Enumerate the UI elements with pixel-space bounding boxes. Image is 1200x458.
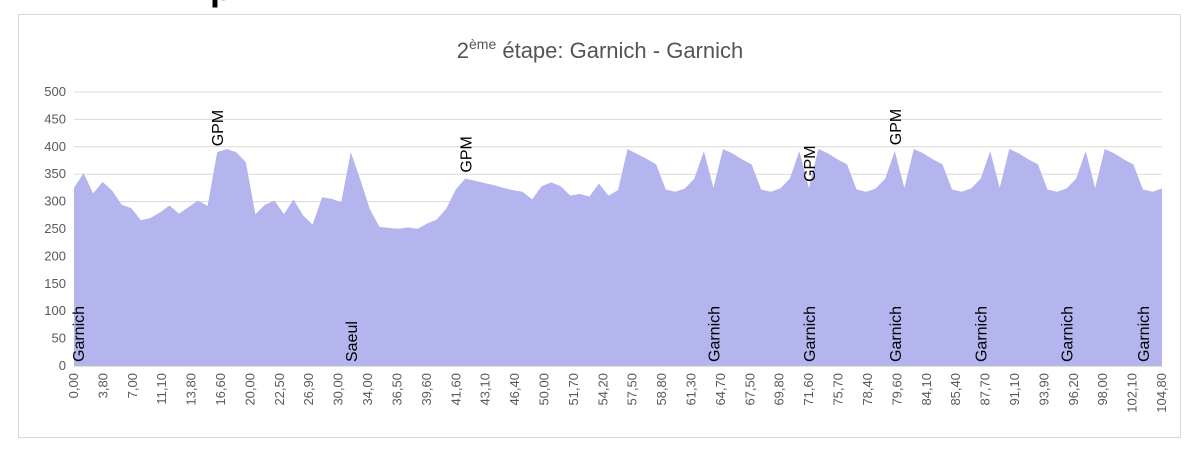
- chart-title-rest: étape: Garnich - Garnich: [496, 38, 743, 63]
- town-label: Garnich: [802, 306, 819, 362]
- x-tick-label: 51,70: [566, 373, 581, 406]
- x-tick-label: 0,00: [66, 373, 81, 398]
- x-tick-label: 43,10: [478, 373, 493, 406]
- y-tick-label: 50: [52, 331, 66, 346]
- x-tick-label: 69,80: [772, 373, 787, 406]
- y-tick-label: 0: [59, 358, 66, 373]
- x-tick-label: 96,20: [1066, 373, 1081, 406]
- x-tick-label: 54,20: [595, 373, 610, 406]
- y-axis: 0 50 100 150 200 250 300 350 400 450 500: [44, 84, 66, 373]
- x-tick-label: 3,80: [95, 373, 110, 398]
- y-tick-label: 300: [44, 194, 66, 209]
- x-axis: 0,00 3,80 7,00 11,10 13,80 16,60 20,00 22,50 26,…: [66, 365, 1169, 413]
- y-tick-label: 250: [44, 221, 66, 236]
- x-tick-label: 30,00: [331, 373, 346, 406]
- x-tick-label: 84,10: [919, 373, 934, 406]
- x-tick-label: 16,60: [213, 373, 228, 406]
- chart-title-main: 2: [457, 38, 469, 63]
- gpm-label: GPM: [802, 145, 819, 181]
- x-tick-label: 91,10: [1007, 373, 1022, 406]
- x-tick-label: 7,00: [125, 373, 140, 398]
- x-tick-label: 34,00: [360, 373, 375, 406]
- y-tick-label: 150: [44, 276, 66, 291]
- x-tick-label: 64,70: [713, 373, 728, 406]
- x-tick-label: 22,50: [272, 373, 287, 406]
- elevation-area: [74, 148, 1162, 366]
- gpm-label: GPM: [210, 110, 227, 146]
- town-label: Garnich: [888, 306, 905, 362]
- x-tick-label: 71,60: [801, 373, 816, 406]
- x-tick-label: 78,40: [860, 373, 875, 406]
- x-tick-label: 36,50: [389, 373, 404, 406]
- town-label: Garnich: [1136, 306, 1153, 362]
- y-tick-label: 200: [44, 248, 66, 263]
- gpm-label: GPM: [888, 109, 905, 145]
- x-tick-label: 85,40: [948, 373, 963, 406]
- x-tick-label: 104,80: [1154, 373, 1169, 413]
- x-tick-label: 67,50: [742, 373, 757, 406]
- x-tick-label: 39,60: [419, 373, 434, 406]
- x-tick-label: 57,50: [625, 373, 640, 406]
- x-tick-label: 79,60: [889, 373, 904, 406]
- y-tick-label: 350: [44, 166, 66, 181]
- x-tick-label: 11,10: [154, 373, 169, 405]
- x-tick-label: 75,70: [831, 373, 846, 406]
- chart-title-sup: ème: [469, 36, 496, 52]
- y-tick-label: 500: [44, 84, 66, 99]
- town-label: Saeul: [344, 321, 361, 362]
- x-tick-label: 98,00: [1095, 373, 1110, 406]
- town-label: Garnich: [1060, 306, 1077, 362]
- x-tick-label: 46,40: [507, 373, 522, 406]
- area-series: [74, 148, 1162, 366]
- y-tick-label: 450: [44, 111, 66, 126]
- town-label: Garnich: [974, 306, 991, 362]
- y-tick-label: 100: [44, 303, 66, 318]
- town-label: Garnich: [706, 306, 723, 362]
- gpm-label: GPM: [458, 136, 475, 172]
- town-label: Garnich: [71, 306, 88, 362]
- x-tick-label: 20,00: [242, 373, 257, 406]
- x-tick-label: 87,70: [978, 373, 993, 406]
- x-tick-label: 61,30: [684, 373, 699, 406]
- x-tick-label: 93,90: [1036, 373, 1051, 406]
- x-tick-label: 102,10: [1125, 373, 1140, 413]
- x-tick-label: 58,80: [654, 373, 669, 406]
- x-tick-label: 26,90: [301, 373, 316, 406]
- x-tick-label: 13,80: [184, 373, 199, 406]
- chart-title: 2ème étape: Garnich - Garnich: [457, 36, 744, 63]
- cropped-heading: p: [210, 0, 360, 8]
- annotations: GPM GPM GPM GPM Garnich Saeul Garnich Garnich Ga…: [71, 109, 1153, 362]
- y-tick-label: 400: [44, 139, 66, 154]
- x-tick-label: 50,00: [536, 373, 551, 406]
- x-tick-label: 41,60: [448, 373, 463, 406]
